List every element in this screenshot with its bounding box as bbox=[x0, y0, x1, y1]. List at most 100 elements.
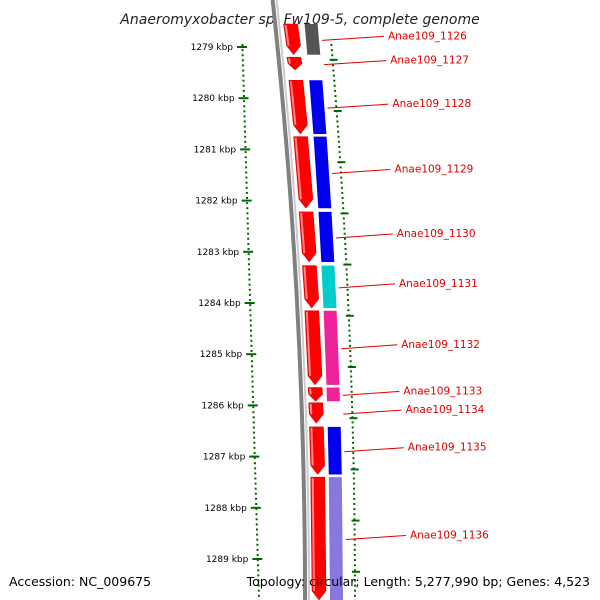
tick-dot bbox=[253, 462, 256, 465]
tick-dot-outer bbox=[340, 176, 343, 179]
tick-dot-outer bbox=[349, 360, 352, 363]
gene-label: Anae109_1132 bbox=[401, 339, 480, 351]
tick-dot bbox=[255, 528, 258, 531]
tick-dot bbox=[249, 324, 252, 327]
cog-bar bbox=[328, 477, 343, 600]
tick-dot bbox=[255, 523, 258, 526]
tick-dot bbox=[251, 390, 254, 393]
tick-label: 1286 kbp bbox=[201, 401, 244, 411]
tick-dot bbox=[249, 314, 252, 317]
tick-dot bbox=[246, 197, 248, 199]
tick-dot-outer bbox=[353, 508, 356, 511]
tick-dot-outer bbox=[341, 197, 344, 199]
tick-dot-outer bbox=[349, 370, 352, 373]
tick-dot-outer bbox=[352, 462, 355, 465]
tick-dot-outer bbox=[353, 497, 356, 500]
gene-highlight bbox=[300, 212, 306, 254]
tick-dot bbox=[256, 543, 259, 546]
tick-dot-outer bbox=[346, 278, 349, 281]
backbone-shadow bbox=[275, 0, 310, 600]
tick-marks: 1279 kbp 1280 kbp 1281 kbp 1282 kbp 1283 kbp… bbox=[191, 43, 360, 573]
tick-dot bbox=[247, 253, 250, 256]
tick-dot-outer bbox=[345, 258, 348, 261]
gene-highlight bbox=[305, 311, 312, 376]
tick-dot bbox=[253, 446, 256, 449]
tick-dot bbox=[247, 248, 250, 250]
tick-dot bbox=[257, 594, 260, 597]
tick-dot-outer bbox=[352, 457, 355, 460]
gene-arrow bbox=[288, 80, 308, 135]
gene-label-leader bbox=[345, 535, 407, 541]
gene-highlight bbox=[310, 427, 314, 466]
tick-dot-outer bbox=[351, 431, 354, 434]
tick-dot-outer bbox=[346, 293, 349, 296]
cog-bar bbox=[318, 211, 335, 262]
tick-label: 1280 kbp bbox=[192, 94, 235, 104]
gene-highlight bbox=[287, 58, 291, 64]
gene-label: Anae109_1130 bbox=[397, 228, 476, 240]
tick-dot-outer bbox=[338, 156, 341, 159]
gene-label-leader bbox=[327, 103, 389, 109]
tick-dot bbox=[241, 54, 244, 57]
tick-dot bbox=[257, 584, 260, 587]
tick-dot-outer bbox=[339, 166, 342, 169]
tick-dot bbox=[254, 477, 257, 480]
tick-dot-outer bbox=[351, 411, 354, 414]
tick-dot bbox=[246, 212, 249, 215]
tick-dot-outer bbox=[353, 487, 356, 490]
tick-dot-outer bbox=[353, 492, 356, 495]
tick-dot bbox=[254, 472, 257, 475]
tick-dot bbox=[245, 181, 248, 184]
tick-dot bbox=[248, 288, 251, 291]
tick-dot-outer bbox=[342, 207, 345, 210]
tick-dot-outer bbox=[343, 227, 346, 230]
tick-dot-outer bbox=[352, 472, 355, 475]
tick-dot-outer bbox=[353, 523, 356, 526]
tick-dot-outer bbox=[344, 242, 347, 245]
tick-dot-outer bbox=[348, 334, 351, 337]
tick-dot-outer bbox=[337, 140, 340, 143]
tick-dot bbox=[246, 207, 249, 210]
tick-dot bbox=[242, 74, 245, 77]
cog-bar bbox=[304, 24, 321, 55]
tick-dot-outer bbox=[344, 248, 347, 250]
tick-dot-outer bbox=[341, 202, 344, 205]
tick-label: 1281 kbp bbox=[194, 145, 237, 155]
gene-label-leader bbox=[344, 447, 404, 453]
tick-label: 1279 kbp bbox=[191, 43, 234, 53]
tick-dot-outer bbox=[353, 513, 356, 516]
tick-dot-outer bbox=[333, 84, 336, 87]
tick-dot-outer bbox=[349, 355, 352, 358]
tick-dot bbox=[253, 436, 256, 439]
tick-dot-outer bbox=[352, 441, 355, 444]
tick-dot-outer bbox=[350, 385, 353, 388]
tick-dot-outer bbox=[334, 89, 337, 92]
tick-dot bbox=[247, 258, 250, 261]
gene-label-leader bbox=[335, 233, 393, 239]
cog-track bbox=[304, 24, 343, 600]
gene-arrow bbox=[307, 387, 323, 402]
gene-highlight bbox=[303, 266, 308, 300]
gene-label-leader bbox=[322, 35, 385, 41]
tick-dot bbox=[242, 84, 245, 87]
tick-dot bbox=[255, 497, 258, 500]
tick-dot bbox=[256, 533, 259, 536]
tick-dot bbox=[242, 64, 245, 67]
gene-label-leader bbox=[343, 409, 402, 415]
tick-dot-outer bbox=[348, 329, 351, 332]
tick-dot bbox=[244, 146, 247, 148]
tick-dot-outer bbox=[353, 543, 356, 546]
tick-dot-outer bbox=[353, 554, 356, 556]
tick-dot bbox=[253, 457, 256, 460]
gene-label-leader bbox=[341, 344, 398, 350]
tick-dot-outer bbox=[330, 49, 333, 52]
tick-dot bbox=[247, 232, 250, 235]
gene-highlight bbox=[294, 137, 302, 200]
gene-label-leader bbox=[338, 283, 396, 289]
tick-dot bbox=[256, 538, 259, 541]
gene-labels: Anae109_1126 Anae109_1127 Anae109_1128 Anae… bbox=[322, 30, 489, 542]
tick-dot bbox=[245, 171, 248, 174]
tick-dot bbox=[247, 242, 250, 245]
tick-dot bbox=[244, 156, 247, 159]
tick-dot bbox=[251, 365, 254, 368]
